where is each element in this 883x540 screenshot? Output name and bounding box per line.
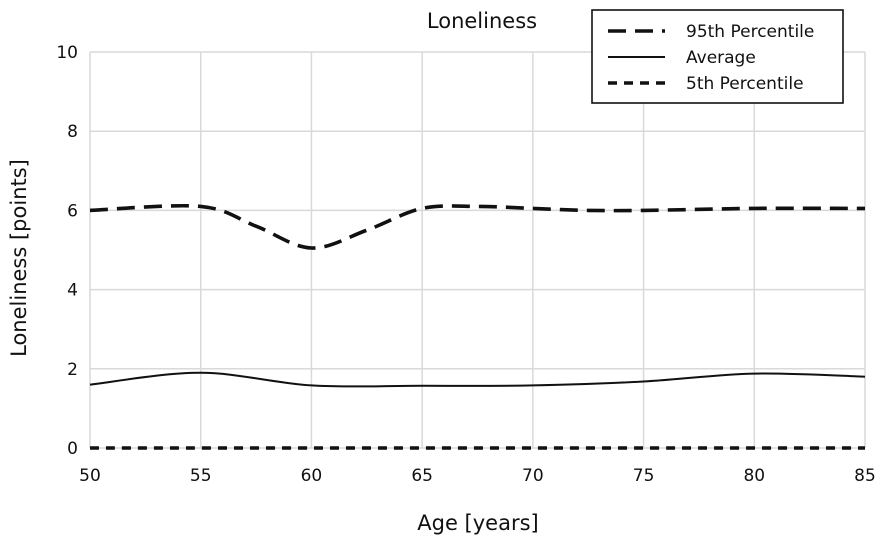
y-tick-label: 2 [67,360,78,380]
chart-title: Loneliness [427,9,537,33]
x-tick-label: 85 [854,466,876,486]
x-tick-label: 60 [301,466,323,486]
y-tick-label: 0 [67,439,78,459]
legend-label-average: Average [686,48,756,68]
x-tick-label: 80 [743,466,765,486]
series-line-95th-percentile [89,203,866,250]
x-tick-label: 70 [522,466,544,486]
x-tick-label: 75 [633,466,655,486]
grid [89,51,866,449]
series-line-average [89,371,866,388]
tick-labels: 50 55 60 65 70 75 80 85 0 2 4 6 8 10 [56,43,875,486]
y-tick-label: 4 [67,281,78,301]
legend-label-95th-percentile: 95th Percentile [686,22,814,42]
y-tick-label: 10 [56,43,78,63]
legend: 95th Percentile Average 5th Percentile [591,9,844,104]
series-lines [89,203,866,450]
y-tick-label: 8 [67,122,78,142]
x-tick-label: 55 [190,466,212,486]
x-axis-label: Age [years] [417,511,538,535]
y-axis-label: Loneliness [points] [7,159,31,357]
y-tick-label: 6 [67,201,78,221]
x-tick-label: 50 [79,466,101,486]
x-tick-label: 65 [411,466,433,486]
legend-label-5th-percentile: 5th Percentile [686,74,804,94]
